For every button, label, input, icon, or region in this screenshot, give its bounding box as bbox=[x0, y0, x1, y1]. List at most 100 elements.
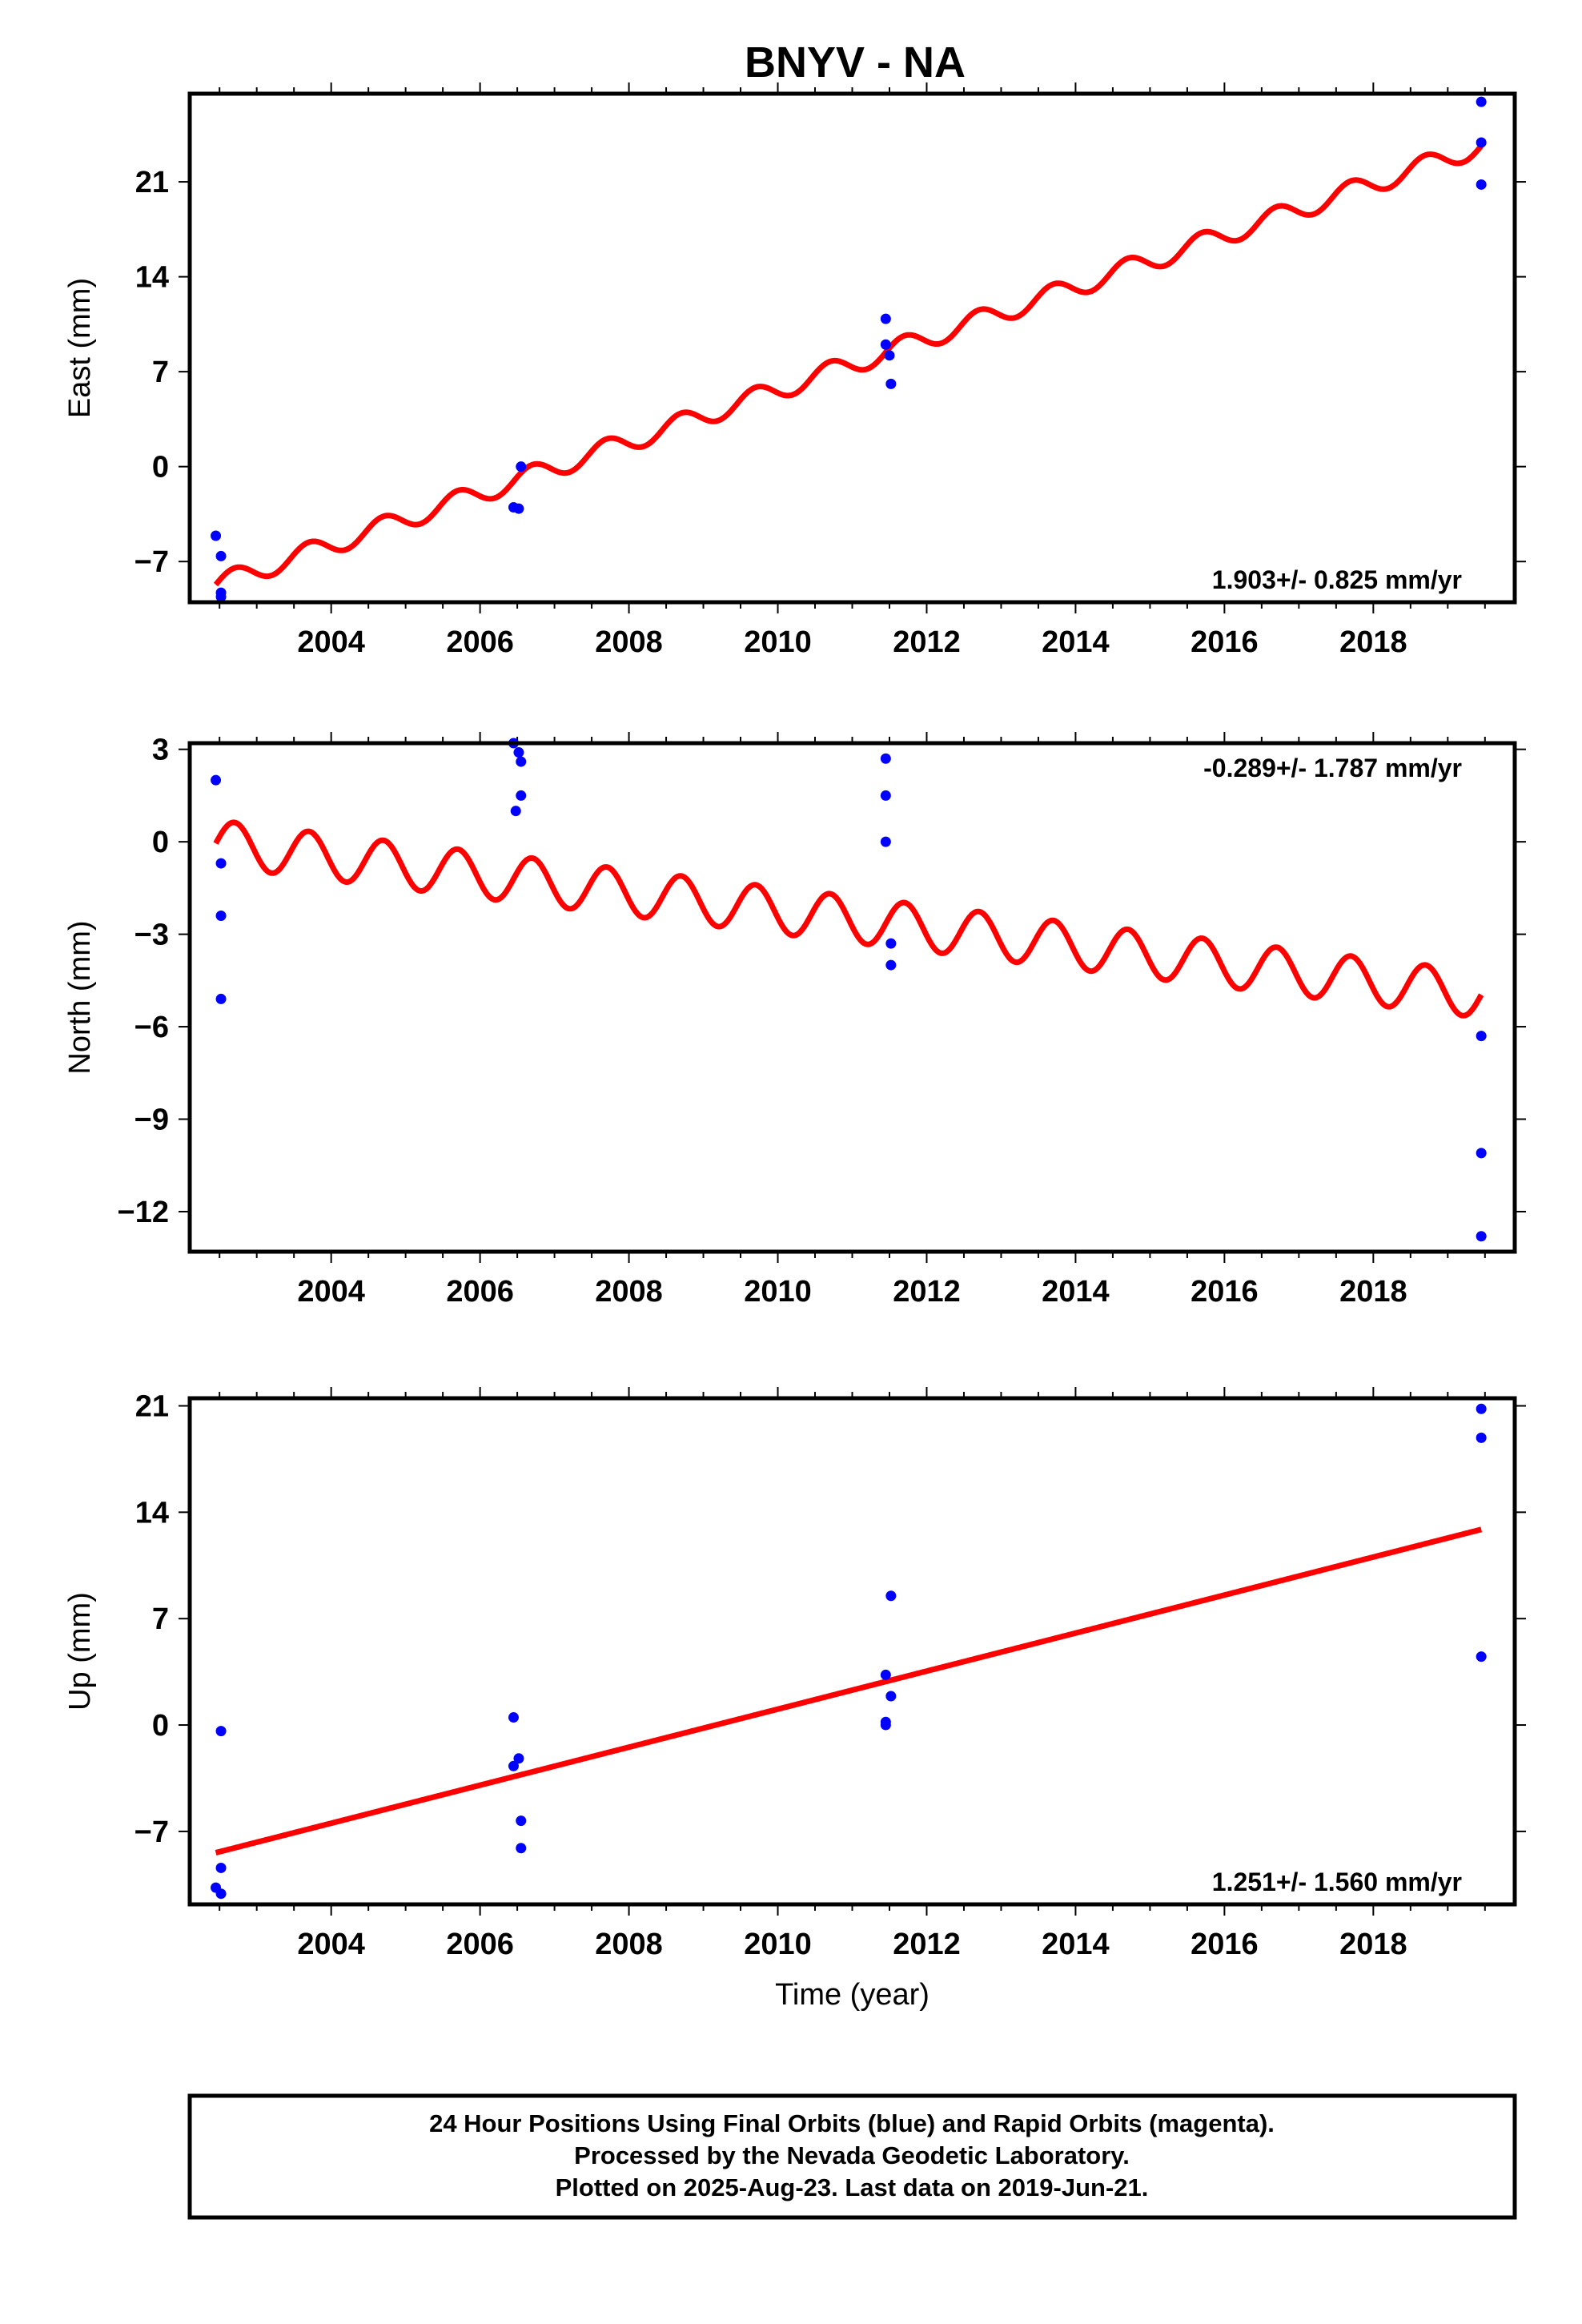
x-tick-label: 2016 bbox=[1191, 1928, 1259, 1961]
data-point bbox=[508, 1760, 519, 1771]
north-panel: 2004 2006 2008 2010 2012 2014 2016 2018 −12 −9 −6 −… bbox=[63, 732, 1526, 1309]
data-point bbox=[885, 1590, 897, 1602]
data-point bbox=[516, 461, 527, 472]
x-tick-label: 2008 bbox=[595, 1275, 663, 1309]
data-point bbox=[880, 1719, 891, 1731]
data-point bbox=[884, 350, 895, 361]
x-tick-label: 2012 bbox=[893, 1928, 961, 1961]
x-tick-label: 2008 bbox=[595, 625, 663, 659]
data-point bbox=[215, 550, 227, 561]
footer-line-2: Processed by the Nevada Geodetic Laborat… bbox=[574, 2141, 1130, 2169]
plot-frame bbox=[187, 1396, 1517, 1907]
data-point bbox=[880, 1669, 891, 1680]
data-point bbox=[513, 1753, 524, 1764]
x-tick-label: 2006 bbox=[446, 1928, 514, 1961]
x-tick-label: 2010 bbox=[744, 625, 812, 659]
data-point bbox=[1476, 1231, 1487, 1242]
data-point bbox=[1476, 96, 1487, 107]
data-point bbox=[516, 1815, 527, 1827]
model-fit-line bbox=[213, 819, 1484, 1019]
plot-frame bbox=[187, 741, 1517, 1254]
y-axis-label: East (mm) bbox=[63, 278, 97, 418]
footer-line-3: Plotted on 2025-Aug-23. Last data on 201… bbox=[556, 2173, 1149, 2201]
data-point bbox=[885, 938, 897, 949]
y-axis-label: Up (mm) bbox=[63, 1592, 97, 1711]
data-point bbox=[880, 313, 891, 324]
y-tick-label: 0 bbox=[152, 451, 169, 485]
data-point bbox=[1476, 1148, 1487, 1159]
y-tick-label: 14 bbox=[135, 261, 169, 295]
plot-frame bbox=[187, 91, 1517, 605]
footer-line-1: 24 Hour Positions Using Final Orbits (bl… bbox=[429, 2109, 1275, 2137]
y-tick-label: −12 bbox=[118, 1196, 169, 1229]
data-point bbox=[1476, 1432, 1487, 1443]
data-point bbox=[880, 339, 891, 350]
data-point bbox=[516, 1843, 527, 1854]
data-point bbox=[880, 836, 891, 847]
x-tick-label: 2004 bbox=[297, 1275, 365, 1309]
x-tick-label: 2018 bbox=[1339, 625, 1407, 659]
data-point bbox=[885, 1691, 897, 1702]
data-point bbox=[880, 790, 891, 801]
x-axis-label: Time (year) bbox=[775, 1978, 930, 2012]
y-tick-label: 0 bbox=[152, 826, 169, 859]
data-point bbox=[215, 591, 227, 602]
data-point bbox=[211, 774, 222, 786]
data-point bbox=[1476, 137, 1487, 148]
x-tick-label: 2004 bbox=[297, 625, 365, 659]
x-tick-label: 2014 bbox=[1042, 1928, 1110, 1961]
x-tick-label: 2004 bbox=[297, 1928, 365, 1961]
model-fit-line bbox=[214, 1526, 1484, 1856]
data-point bbox=[211, 530, 222, 541]
y-tick-label: −6 bbox=[135, 1011, 169, 1044]
data-point bbox=[215, 1888, 227, 1900]
y-tick-label: 21 bbox=[135, 166, 169, 199]
x-tick-label: 2010 bbox=[744, 1275, 812, 1309]
x-tick-label: 2006 bbox=[446, 1275, 514, 1309]
data-point bbox=[1476, 1031, 1487, 1042]
data-point bbox=[880, 753, 891, 764]
data-point bbox=[215, 1726, 227, 1737]
rate-label: 1.903+/- 0.825 mm/yr bbox=[1212, 565, 1462, 594]
y-tick-label: 3 bbox=[152, 734, 169, 767]
y-tick-label: −7 bbox=[135, 545, 169, 579]
rate-label: -0.289+/- 1.787 mm/yr bbox=[1203, 754, 1462, 782]
data-point bbox=[215, 1862, 227, 1873]
data-point bbox=[508, 1712, 519, 1723]
up-panel: 2004 2006 2008 2010 2012 2014 2016 2018 −7 0 7 14 21… bbox=[63, 1387, 1526, 2012]
data-point bbox=[885, 959, 897, 971]
data-point bbox=[215, 993, 227, 1004]
data-point bbox=[516, 756, 527, 767]
data-point bbox=[1476, 1403, 1487, 1414]
data-point bbox=[510, 806, 521, 817]
x-tick-label: 2018 bbox=[1339, 1928, 1407, 1961]
x-tick-label: 2012 bbox=[893, 1275, 961, 1309]
y-tick-label: 7 bbox=[152, 356, 169, 389]
x-tick-label: 2018 bbox=[1339, 1275, 1407, 1309]
data-point bbox=[215, 858, 227, 869]
model-fit-line bbox=[213, 143, 1484, 587]
footer-frame bbox=[187, 2093, 1517, 2220]
data-point bbox=[513, 747, 524, 758]
y-tick-label: −7 bbox=[135, 1815, 169, 1849]
y-tick-label: 14 bbox=[135, 1496, 169, 1530]
data-point bbox=[885, 378, 897, 389]
data-point bbox=[513, 503, 524, 514]
x-tick-label: 2010 bbox=[744, 1928, 812, 1961]
east-panel: 2004 2006 2008 2010 2012 2014 2016 2018 −7 0 7 14 21… bbox=[63, 82, 1526, 659]
y-tick-label: 0 bbox=[152, 1709, 169, 1743]
x-tick-label: 2014 bbox=[1042, 625, 1110, 659]
y-tick-label: −3 bbox=[135, 919, 169, 952]
rate-label: 1.251+/- 1.560 mm/yr bbox=[1212, 1868, 1462, 1896]
data-point bbox=[516, 790, 527, 801]
data-point bbox=[1476, 1651, 1487, 1663]
figure-title: BNYV - NA bbox=[745, 38, 966, 86]
x-tick-label: 2012 bbox=[893, 625, 961, 659]
x-tick-label: 2014 bbox=[1042, 1275, 1110, 1309]
y-axis-label: North (mm) bbox=[63, 920, 97, 1074]
x-tick-label: 2016 bbox=[1191, 1275, 1259, 1309]
y-tick-label: −9 bbox=[135, 1104, 169, 1137]
footer-box: 24 Hour Positions Using Final Orbits (bl… bbox=[187, 2093, 1517, 2220]
x-tick-label: 2008 bbox=[595, 1928, 663, 1961]
data-point bbox=[215, 911, 227, 922]
